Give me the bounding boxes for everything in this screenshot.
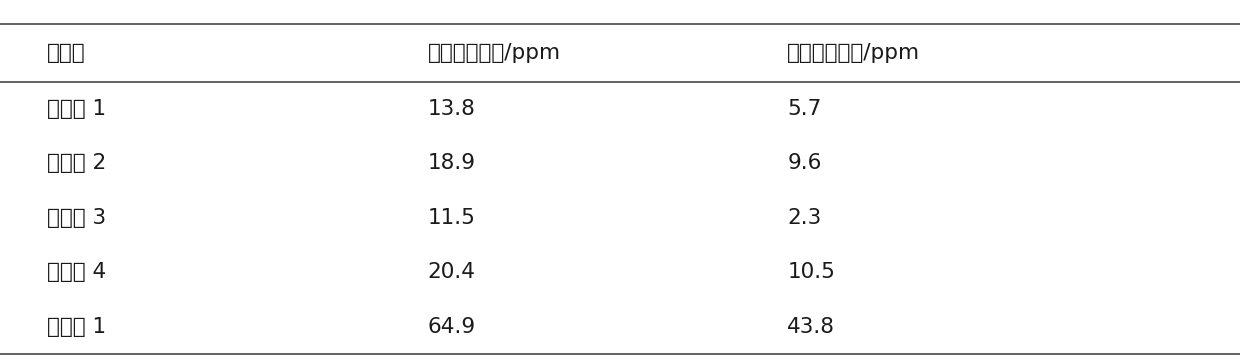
Text: 实施例 4: 实施例 4 — [47, 262, 107, 282]
Text: 对比例 1: 对比例 1 — [47, 317, 107, 337]
Text: 64.9: 64.9 — [428, 317, 476, 337]
Text: 产品油氮含量/ppm: 产品油氮含量/ppm — [787, 42, 920, 63]
Text: 产品油硫含量/ppm: 产品油硫含量/ppm — [428, 42, 560, 63]
Text: 5.7: 5.7 — [787, 99, 822, 119]
Text: 9.6: 9.6 — [787, 153, 822, 174]
Text: 20.4: 20.4 — [428, 262, 476, 282]
Text: 实施例 2: 实施例 2 — [47, 153, 107, 174]
Text: 2.3: 2.3 — [787, 208, 822, 228]
Text: 实施例 1: 实施例 1 — [47, 99, 107, 119]
Text: 13.8: 13.8 — [428, 99, 476, 119]
Text: 43.8: 43.8 — [787, 317, 836, 337]
Text: 11.5: 11.5 — [428, 208, 476, 228]
Text: 实施例 3: 实施例 3 — [47, 208, 107, 228]
Text: 18.9: 18.9 — [428, 153, 476, 174]
Text: 10.5: 10.5 — [787, 262, 836, 282]
Text: 催化剂: 催化剂 — [47, 42, 86, 63]
